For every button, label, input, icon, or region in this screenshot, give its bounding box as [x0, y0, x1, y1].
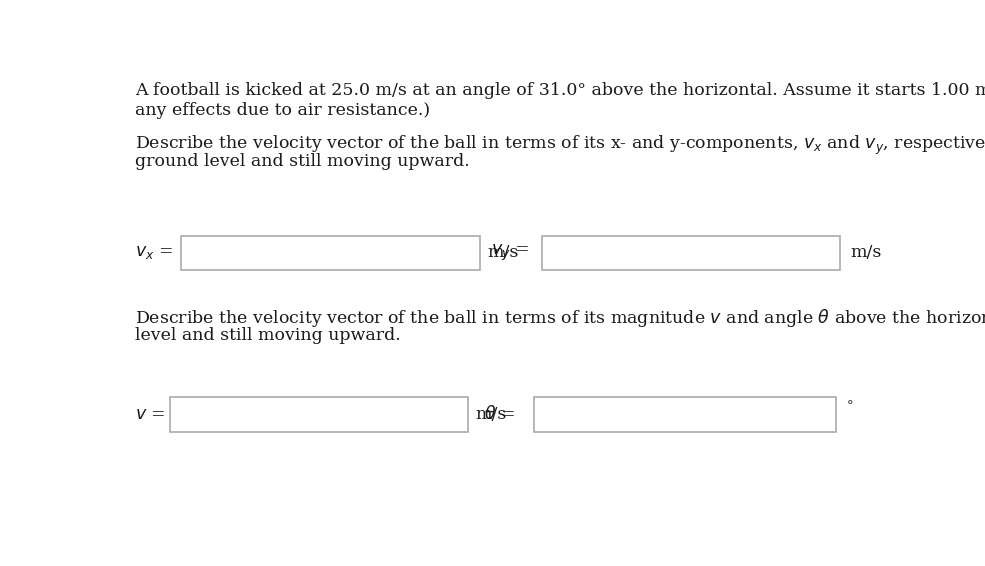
Text: $v_x$ =: $v_x$ =	[135, 244, 173, 261]
Text: Describe the velocity vector of the ball in terms of its magnitude $v$ and angle: Describe the velocity vector of the ball…	[135, 307, 985, 329]
Bar	[169, 397, 468, 432]
Text: m/s: m/s	[488, 244, 519, 261]
Bar	[534, 397, 836, 432]
Text: ground level and still moving upward.: ground level and still moving upward.	[135, 153, 470, 170]
Text: A football is kicked at 25.0 m/s at an angle of 31.0° above the horizontal. Assu: A football is kicked at 25.0 m/s at an a…	[135, 82, 985, 99]
Text: any effects due to air resistance.): any effects due to air resistance.)	[135, 102, 429, 119]
Text: m/s: m/s	[476, 406, 507, 423]
Text: Describe the velocity vector of the ball in terms of its x- and y-components, $v: Describe the velocity vector of the ball…	[135, 134, 985, 157]
Text: °: °	[847, 400, 854, 413]
Text: m/s: m/s	[850, 244, 882, 261]
Text: $\theta$ =: $\theta$ =	[484, 405, 514, 423]
Text: $v$ =: $v$ =	[135, 406, 165, 423]
Text: $v_y$ =: $v_y$ =	[492, 243, 530, 263]
Bar	[542, 236, 840, 271]
Text: level and still moving upward.: level and still moving upward.	[135, 327, 401, 344]
Bar	[181, 236, 480, 271]
